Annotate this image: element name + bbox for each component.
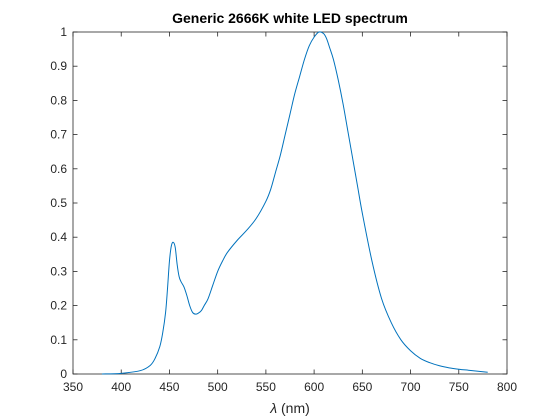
x-axis-label: λ (nm) (269, 400, 310, 416)
y-tick-label: 0.3 (50, 264, 67, 278)
x-tick-label: 350 (63, 380, 83, 394)
plot-area-box (72, 31, 508, 375)
x-tick-label: 500 (208, 380, 228, 394)
y-tick-label: 0.8 (50, 93, 67, 107)
y-tick-label: 0.6 (50, 162, 67, 176)
x-tick-label: 700 (401, 380, 421, 394)
x-axis-label-unit: (nm) (277, 400, 310, 416)
axis-ticks (72, 31, 508, 375)
axis-tick-labels: 350 400 450 500 550 600 650 700 750 800 0 0.1 0.2 0.3… (50, 25, 517, 394)
x-tick-label: 450 (159, 380, 179, 394)
x-tick-label: 800 (497, 380, 517, 394)
y-tick-label: 0.7 (50, 128, 67, 142)
y-tick-label: 0.5 (50, 196, 67, 210)
y-tick-label: 0 (60, 367, 67, 381)
chart-title: Generic 2666K white LED spectrum (172, 10, 408, 26)
y-tick-label: 0.2 (50, 299, 67, 313)
x-axis-label-symbol: λ (269, 400, 277, 416)
y-tick-label: 0.1 (50, 333, 67, 347)
y-tick-label: 0.9 (50, 59, 67, 73)
x-tick-label: 600 (304, 380, 324, 394)
x-tick-label: 750 (449, 380, 469, 394)
y-tick-label: 0.4 (50, 230, 67, 244)
y-tick-label: 1 (60, 25, 67, 39)
x-tick-label: 550 (256, 380, 276, 394)
spectrum-line (101, 31, 488, 375)
x-tick-label: 650 (352, 380, 372, 394)
x-tick-label: 400 (111, 380, 131, 394)
